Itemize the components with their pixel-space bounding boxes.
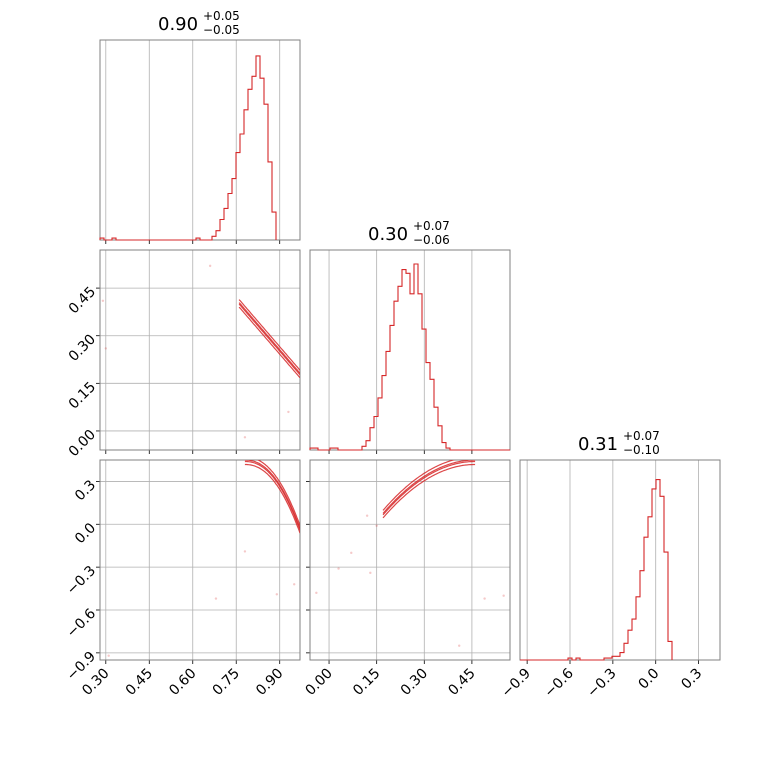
scatter-point — [315, 591, 318, 595]
scatter-point — [275, 593, 279, 596]
title-minus: −0.10 — [623, 443, 660, 457]
scatter-point — [337, 567, 340, 570]
panel-frame — [309, 459, 511, 661]
scatter-point — [208, 264, 212, 268]
title-minus: −0.06 — [413, 233, 450, 247]
x-tick-label: 0.90 — [253, 666, 286, 699]
contour-line — [244, 460, 300, 529]
panel-2-2 — [519, 459, 721, 664]
y-tick-label: 0.45 — [66, 284, 99, 317]
x-tick-label: 0.75 — [210, 666, 243, 699]
scatter-point — [483, 597, 486, 600]
contour-line — [244, 463, 300, 534]
panel-2-0 — [96, 459, 301, 664]
contour-line — [238, 299, 300, 371]
scatter-point — [243, 436, 247, 439]
contour-line — [244, 460, 300, 531]
histogram-2 — [520, 479, 673, 661]
x-tick-label: 0.30 — [398, 666, 431, 699]
scatter-point — [104, 347, 107, 350]
contour-line — [238, 303, 300, 376]
title-minus: −0.05 — [203, 23, 240, 37]
contour-line — [382, 460, 476, 516]
x-tick-label: 0.60 — [166, 666, 199, 699]
contour-2-0 — [244, 460, 300, 534]
scatter-point — [243, 550, 247, 553]
contour-line — [382, 460, 456, 511]
title-0: 0.90 +0.05−0.05 — [158, 9, 240, 37]
scatter-point — [365, 514, 369, 517]
title-median: 0.90 — [158, 14, 198, 35]
panel-frame — [99, 249, 301, 451]
x-tick-label: 0.0 — [635, 666, 662, 693]
panel-0-0 — [99, 39, 301, 244]
y-tick-label: −0.3 — [64, 563, 99, 598]
y-tick-label: 0.00 — [66, 427, 99, 460]
y-tick-label: 0.30 — [66, 331, 99, 364]
panel-2-1 — [306, 459, 511, 664]
scatter-point — [107, 654, 110, 657]
x-tick-label: −0.9 — [499, 666, 534, 701]
scatter-point — [369, 571, 372, 575]
contour-line — [238, 302, 300, 374]
x-tick-label: 0.45 — [123, 666, 156, 699]
title-plus: +0.05 — [203, 9, 240, 23]
x-tick-label: 0.45 — [445, 666, 478, 699]
title-2: 0.31 +0.07−0.10 — [578, 429, 660, 457]
y-tick-label: −0.6 — [64, 606, 99, 641]
scatter-point — [101, 299, 105, 302]
title-median: 0.31 — [578, 434, 618, 455]
scatter-point — [287, 410, 290, 414]
histogram-1 — [309, 263, 510, 451]
y-tick-label: 0.3 — [72, 477, 99, 504]
contour-line — [382, 460, 476, 514]
contour-2-1 — [382, 460, 476, 519]
contour-line — [382, 463, 476, 519]
x-tick-label: 0.00 — [303, 666, 336, 699]
panel-frame — [99, 459, 301, 661]
title-plus: +0.07 — [413, 219, 450, 233]
panel-1-1 — [309, 249, 511, 454]
histogram-0 — [99, 55, 277, 241]
scatter-point — [293, 583, 296, 586]
title-median: 0.30 — [368, 224, 408, 245]
y-tick-label: 0.15 — [66, 379, 99, 412]
scatter-point — [458, 644, 461, 647]
contour-1-0 — [238, 299, 300, 379]
contour-line — [256, 460, 300, 526]
scatter-point — [350, 551, 353, 555]
panel-frame — [519, 459, 721, 661]
scatter-point — [214, 597, 218, 600]
panel-frame — [309, 249, 511, 451]
title-plus: +0.07 — [623, 429, 660, 443]
x-tick-label: −0.6 — [541, 665, 576, 700]
y-tick-label: 0.0 — [72, 520, 99, 547]
x-tick-label: 0.15 — [350, 666, 383, 699]
contour-line — [238, 306, 300, 379]
panel-1-0 — [96, 249, 301, 454]
x-tick-label: −0.3 — [584, 666, 619, 701]
x-tick-label: 0.3 — [678, 666, 705, 693]
scatter-point — [375, 524, 378, 527]
panel-frame — [99, 39, 301, 241]
title-1: 0.30 +0.07−0.06 — [368, 219, 450, 247]
scatter-point — [502, 594, 505, 597]
